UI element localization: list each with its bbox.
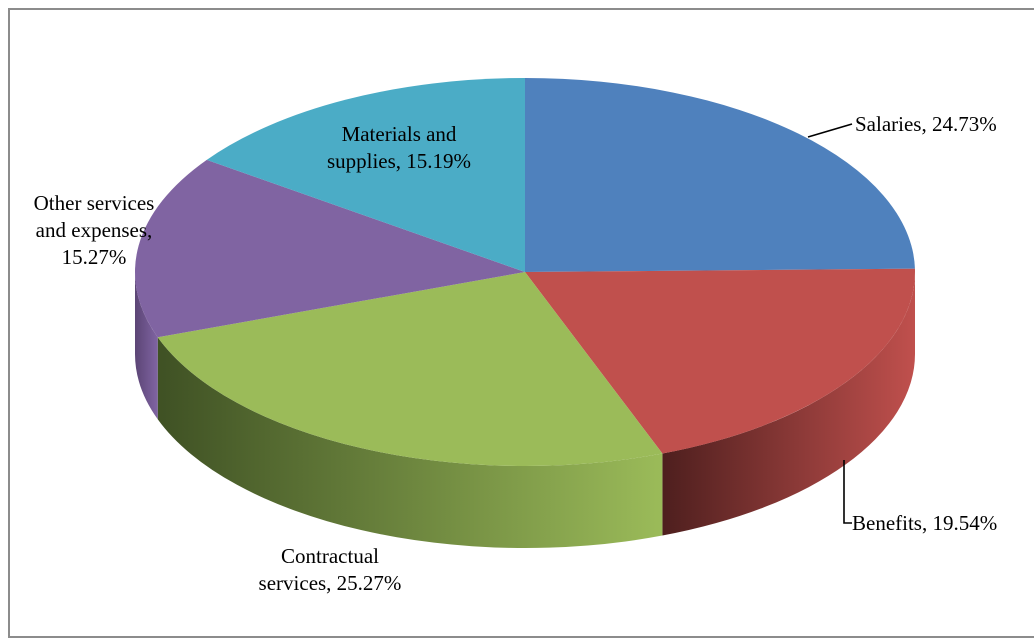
pie-slice-salaries — [525, 78, 915, 272]
data-label-line: supplies, 15.19% — [327, 149, 471, 173]
data-label-line: services, 25.27% — [259, 571, 402, 595]
leader-line-benefits — [843, 460, 852, 524]
pie-slice-materials-and-supplies — [206, 78, 525, 272]
data-label-line: 15.27% — [62, 245, 127, 269]
pie-slice-contractual-services — [157, 272, 663, 466]
data-label-contractual-services: Contractual services, 25.27% — [259, 544, 402, 595]
data-label-line: and expenses, — [36, 218, 153, 242]
pie-side-benefits — [662, 272, 915, 536]
pie-slice-benefits — [525, 268, 916, 454]
data-label-line: Other services — [34, 191, 155, 215]
data-label-benefits: Benefits, 19.54% — [852, 511, 997, 535]
data-labels: Salaries, 24.73% Benefits, 19.54% Contract… — [34, 112, 998, 595]
data-label-salaries: Salaries, 24.73% — [855, 112, 997, 136]
data-label-materials-and-supplies: Materials and supplies, 15.19% — [327, 122, 471, 173]
pie-slice-other-services-and-expenses — [135, 159, 525, 338]
data-label-other-services-and-expenses: Other services and expenses, 15.27% — [34, 191, 155, 269]
data-label-line: Salaries, 24.73% — [855, 112, 997, 136]
data-label-line: Materials and — [342, 122, 457, 146]
data-label-line: Contractual — [281, 544, 379, 568]
pie-side-contractual-services — [157, 337, 663, 548]
leader-lines — [807, 123, 853, 524]
data-label-line: Benefits, 19.54% — [852, 511, 997, 535]
leader-line-salaries — [807, 123, 853, 138]
pie-sides — [135, 272, 915, 548]
pie-side-other-services-and-expenses — [135, 272, 158, 420]
pie-slices — [135, 78, 916, 466]
